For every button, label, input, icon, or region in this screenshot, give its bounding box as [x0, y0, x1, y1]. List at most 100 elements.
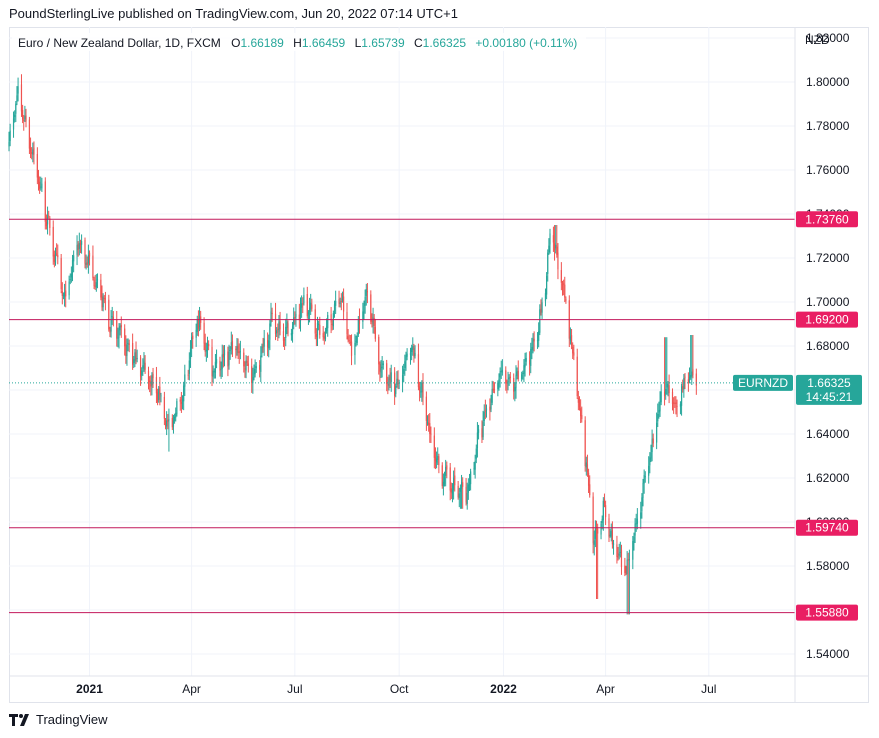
candle-body: [386, 363, 388, 384]
candle-body: [584, 420, 586, 467]
candle-body: [425, 396, 427, 421]
candle-body: [212, 370, 214, 377]
candle-body: [489, 406, 491, 411]
candle-body: [618, 553, 620, 556]
candle-body: [401, 375, 404, 383]
candle-body: [37, 175, 40, 183]
candle-body: [417, 354, 420, 388]
candle-body: [299, 308, 302, 322]
candle-body: [517, 370, 519, 380]
candle-body: [451, 489, 454, 494]
candle-body: [628, 559, 631, 561]
candle-body: [92, 255, 94, 278]
candle-body: [536, 340, 539, 342]
candle-body: [251, 366, 253, 383]
candle-body: [156, 392, 159, 402]
candle-body: [9, 130, 11, 142]
candle-body: [79, 243, 82, 246]
candle-body: [163, 396, 165, 419]
candle-body: [506, 382, 508, 384]
candle-body: [516, 371, 518, 377]
price-axis[interactable]: 1.540001.560001.580001.600001.620001.640…: [806, 31, 850, 661]
level-label-bg: [796, 211, 858, 228]
candle-body: [666, 383, 668, 388]
candle-body: [214, 361, 217, 373]
candle-body: [230, 342, 232, 350]
candle-body: [307, 312, 310, 315]
candle-body: [133, 359, 135, 364]
candle-body: [563, 283, 565, 285]
candle-body: [52, 226, 54, 257]
candle-body: [139, 357, 142, 377]
candle-body: [45, 221, 48, 227]
candle-body: [379, 363, 381, 372]
candle-body: [69, 279, 71, 281]
candle-body: [335, 300, 337, 306]
candle-body: [467, 484, 469, 493]
candle-body: [657, 413, 659, 422]
candle-body: [247, 363, 249, 366]
candle-body: [215, 359, 218, 364]
candle-body: [203, 322, 205, 344]
candle-body: [624, 565, 626, 574]
candle-body: [316, 322, 319, 339]
candle-body: [16, 95, 18, 102]
candle-body: [71, 260, 74, 273]
chart-frame[interactable]: [9, 27, 869, 703]
candle-body: [109, 329, 111, 333]
candle-body: [564, 284, 566, 298]
candle-body: [175, 412, 177, 418]
footer: TradingView: [9, 712, 108, 727]
candle-body: [549, 233, 551, 245]
candle-body: [597, 528, 599, 534]
candle-body: [468, 484, 471, 486]
time-tick-label: 2021: [76, 682, 103, 696]
candle-body: [585, 462, 587, 468]
candle-body: [306, 293, 308, 317]
candle-body: [394, 372, 396, 396]
candle-body: [530, 348, 532, 366]
candle-body: [437, 456, 439, 460]
candle-body: [128, 343, 130, 345]
candle-body: [227, 351, 229, 367]
level-label: 1.73760: [805, 212, 849, 226]
candle-body: [124, 328, 126, 347]
candle-body: [171, 417, 173, 428]
symbol-tag: EURNZD: [738, 376, 788, 390]
candle-body: [514, 386, 516, 392]
candle-body: [640, 512, 642, 519]
last-price-label: 1.66325: [807, 376, 851, 390]
candle-body: [485, 408, 488, 411]
footer-brand[interactable]: TradingView: [36, 712, 108, 727]
candle-body: [87, 254, 89, 264]
time-axis[interactable]: 2021 Apr Jul Oct 2022 Apr Jul: [76, 682, 716, 696]
candle-body: [426, 422, 429, 424]
candle-body: [586, 464, 589, 473]
candle-body: [453, 477, 455, 491]
candle-body: [246, 360, 248, 364]
candle-body: [346, 311, 348, 335]
candle-body: [422, 383, 424, 398]
candle-body: [371, 320, 373, 322]
candle-body: [382, 363, 384, 366]
candle-body: [15, 103, 17, 114]
candle-body: [687, 379, 689, 384]
candle-body: [179, 399, 181, 402]
candle-body: [244, 368, 246, 370]
candle-body: [293, 317, 295, 326]
candle-body: [406, 353, 408, 357]
candle-body: [665, 389, 667, 395]
candle-body: [29, 147, 32, 152]
candle-body: [587, 472, 590, 486]
candle-body: [499, 371, 501, 378]
candle-body: [449, 467, 451, 491]
candle-body: [600, 523, 602, 535]
candle-body: [176, 401, 178, 415]
candle-body: [671, 391, 674, 405]
candle-body: [195, 329, 197, 338]
candle-body: [569, 336, 572, 341]
candle-body: [32, 149, 34, 155]
candle-body: [674, 402, 676, 404]
candle-body: [63, 292, 66, 297]
